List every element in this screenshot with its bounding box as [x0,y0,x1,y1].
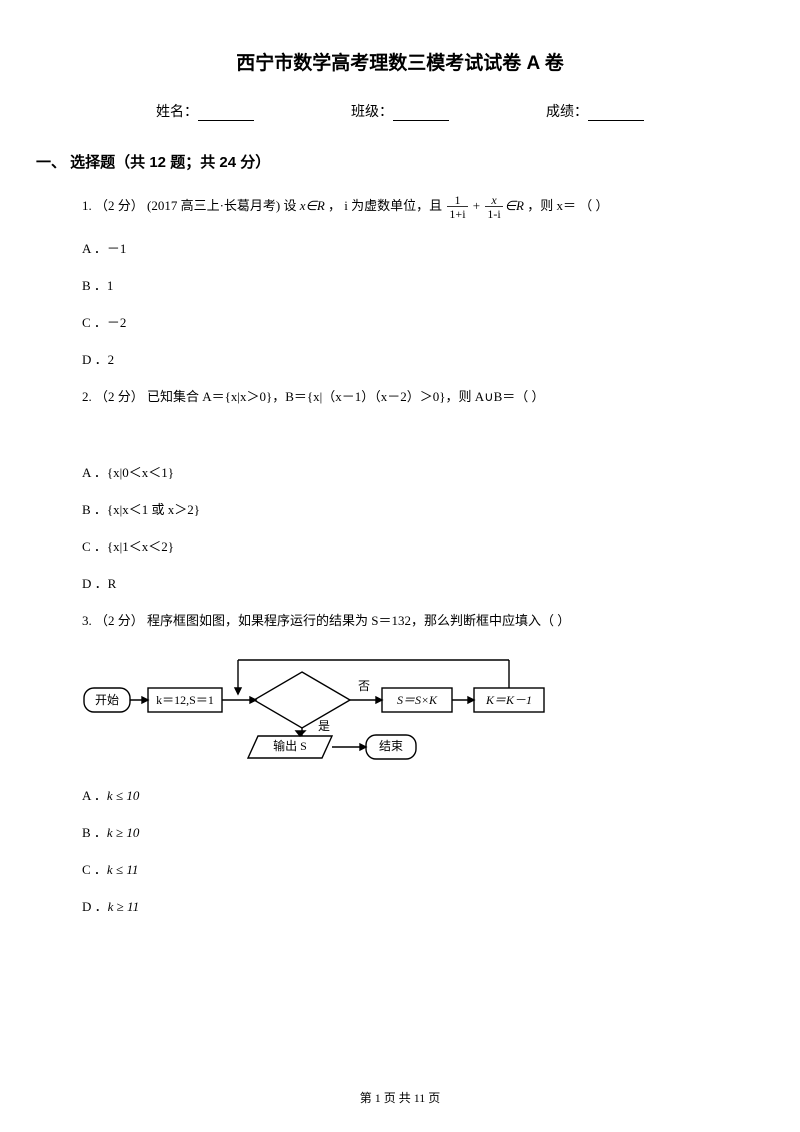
section-header: 一、 选择题（共 12 题；共 24 分） [36,151,744,172]
q1-plus: + [470,198,484,213]
q2-option-d[interactable]: D ．R [82,573,744,592]
q2-option-c[interactable]: C ．{x|1＜x＜2} [82,536,744,555]
q1-option-d[interactable]: D ．2 [82,349,744,368]
name-blank[interactable] [198,107,254,121]
q1-option-b[interactable]: B ．1 [82,275,744,294]
q1-f2n: x [485,194,502,207]
question-1: 1. （2 分） (2017 高三上·长葛月考) 设 x∈R ， i 为虚数单位… [56,194,744,220]
flowchart: 开始 k＝12,S＝1 否 S＝S×K K＝K－1 是 输出 [56,650,744,765]
flow-end: 结束 [379,739,403,753]
q1-frac2: x1-i [485,194,502,220]
q1-options: A ．－1 B ．1 C ．－2 D ．2 [56,238,744,368]
q1-mid1: ， i 为虚数单位，且 [325,198,446,213]
q1-f1n: 1 [447,194,467,207]
q1-f1d: 1+i [447,207,467,220]
q3-option-d[interactable]: D ．k ≥ 11 [82,896,744,915]
q3-c-pre: C ． [82,862,107,877]
flow-init: k＝12,S＝1 [156,693,214,707]
class-blank[interactable] [393,107,449,121]
question-3: 3. （2 分） 程序框图如图，如果程序运行的结果为 S＝132，那么判断框中应… [56,610,744,632]
q1-prefix: 1. （2 分） (2017 高三上·长葛月考) 设 [82,198,300,213]
q3-a-pre: A ． [82,788,107,803]
q3-options: A ．k ≤ 10 B ．k ≥ 10 C ．k ≤ 11 D ．k ≥ 11 [56,785,744,915]
name-label: 姓名： [156,101,198,121]
q1-tail: ，则 x＝ （ ） [524,198,609,213]
flow-output: 输出 S [273,738,307,753]
question-2: 2. （2 分） 已知集合 A＝{x|x＞0}，B＝{x|（x－1）（x－2）＞… [56,386,744,408]
q1-option-c[interactable]: C ．－2 [82,312,744,331]
q2-option-a[interactable]: A ．{x|0＜x＜1} [82,462,744,481]
q3-d-expr: k ≥ 11 [108,899,139,914]
flow-k-update: K＝K－1 [485,693,532,707]
page-title: 西宁市数学高考理数三模考试试卷 A 卷 [56,48,744,75]
score-blank[interactable] [588,107,644,121]
q3-a-expr: k ≤ 10 [107,788,139,803]
q3-d-pre: D ． [82,899,108,914]
q1-f2d: 1-i [485,207,502,220]
q3-c-expr: k ≤ 11 [107,862,138,877]
class-label: 班级： [351,101,393,121]
q2-option-b[interactable]: B ．{x|x＜1 或 x＞2} [82,499,744,518]
flow-no: 否 [358,679,370,693]
q1-inR: ∈R [505,198,524,213]
q3-option-a[interactable]: A ．k ≤ 10 [82,785,744,804]
q3-option-b[interactable]: B ．k ≥ 10 [82,822,744,841]
q1-xr: x∈R [300,198,325,213]
score-label: 成绩： [546,101,588,121]
q1-frac1: 11+i [447,194,467,220]
student-form-row: 姓名： 班级： 成绩： [56,101,744,121]
page-footer: 第 1 页 共 11 页 [0,1089,800,1106]
q2-options: A ．{x|0＜x＜1} B ．{x|x＜1 或 x＞2} C ．{x|1＜x＜… [56,462,744,592]
flow-yes: 是 [318,719,330,733]
q3-option-c[interactable]: C ．k ≤ 11 [82,859,744,878]
q3-b-pre: B ． [82,825,107,840]
q1-option-a[interactable]: A ．－1 [82,238,744,257]
flow-s-update: S＝S×K [397,693,438,707]
flow-start: 开始 [95,693,119,707]
q3-b-expr: k ≥ 10 [107,825,139,840]
